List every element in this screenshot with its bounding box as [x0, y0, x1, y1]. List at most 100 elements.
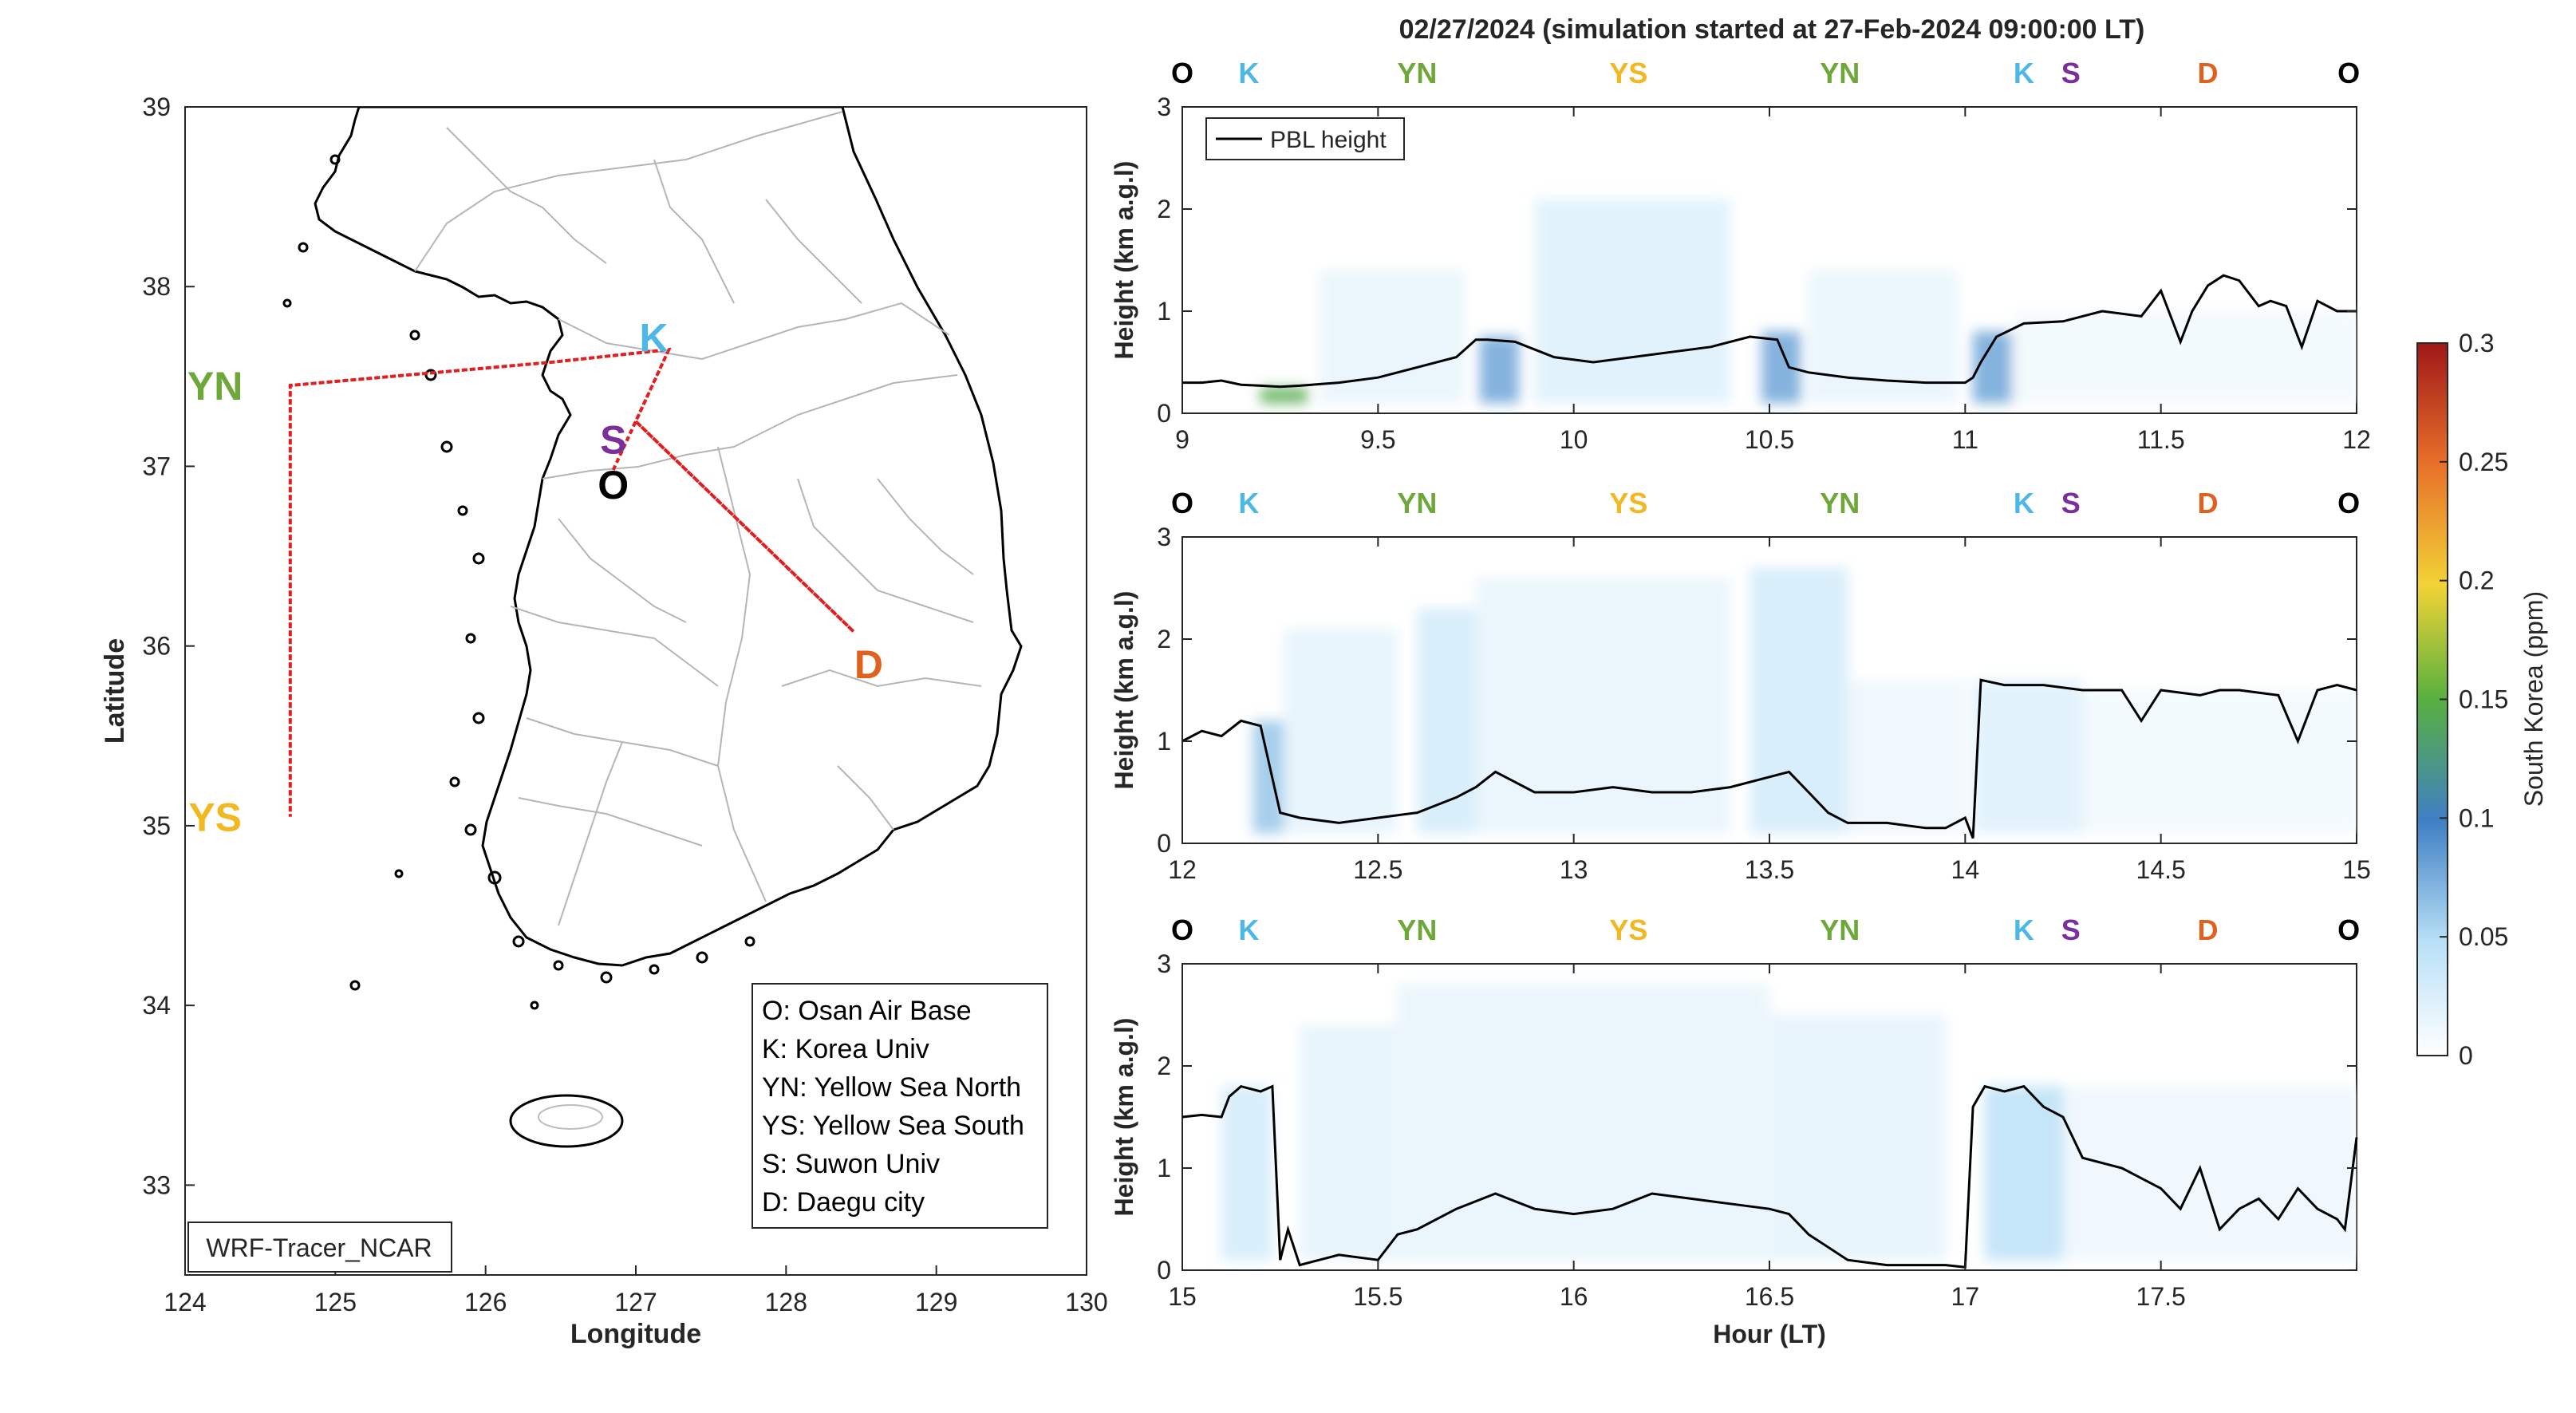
route-label-o: O: [2337, 57, 2360, 89]
y-tick-label: 3: [1157, 949, 1171, 978]
tracer-band: [1260, 388, 1308, 404]
x-tick-label: 15: [1168, 1282, 1197, 1311]
panel-2-x-ticks: 12 12.5 13 13.5 14 14.5 15: [1168, 537, 2371, 884]
y-tick-label: 1: [1157, 727, 1171, 756]
panel-3-route-labels: O K YN YS YN K S D O: [1171, 914, 2360, 946]
tracer-band: [1284, 629, 1398, 834]
map-site-ys: YS: [188, 795, 242, 840]
map-site-s: S: [600, 418, 626, 463]
colorbar-label: South Korea (ppm): [2519, 591, 2548, 807]
panel-1-y-label: Height (km a.g.l): [1110, 161, 1138, 360]
map-y-tick-label: 36: [142, 632, 171, 661]
y-tick-label: 1: [1157, 297, 1171, 326]
figure-title: 02/27/2024 (simulation started at 27-Feb…: [1399, 14, 2145, 45]
route-label-o: O: [2337, 487, 2360, 519]
route-label-k: K: [1238, 57, 1259, 89]
route-label-s: S: [2061, 914, 2081, 946]
tracer-band: [1417, 608, 1476, 834]
route-label-d: D: [2198, 487, 2219, 519]
map-site-d: D: [854, 642, 883, 687]
tracer-band: [1252, 720, 1284, 834]
colorbar-tick-label: 0.3: [2459, 329, 2494, 357]
map-y-tick-label: 37: [142, 452, 171, 480]
model-label-box: [187, 1222, 452, 1273]
tracer-band: [2063, 1086, 2357, 1261]
panel-2-y-label: Height (km a.g.l): [1110, 591, 1138, 790]
x-tick-label: 15.5: [1353, 1282, 1402, 1311]
x-tick-label: 12.5: [1353, 855, 1402, 884]
panel-2-y-ticks: 0 1 2 3: [1157, 523, 2357, 858]
tracer-band: [1479, 337, 1519, 404]
tracer-band: [2012, 311, 2357, 404]
route-label-yn: YN: [1397, 57, 1437, 89]
tracer-band: [1973, 680, 2083, 834]
y-tick-label: 2: [1157, 1052, 1171, 1080]
colorbar-tick-label: 0.2: [2459, 566, 2494, 595]
panel-1-x-ticks: 9 9.5 10 10.5 11 11.5 12: [1175, 107, 2371, 454]
x-tick-label: 11.5: [2137, 425, 2185, 454]
site-legend-entry: YN: Yellow Sea North: [762, 1072, 1021, 1103]
route-label-ys: YS: [1609, 487, 1647, 519]
x-tick-label: 10: [1560, 425, 1588, 454]
x-tick-label: 17: [1951, 1282, 1980, 1311]
colorbar: 0 0.05 0.1 0.15 0.2 0.25 0.3 South Korea (ppm): [2416, 329, 2548, 1070]
y-tick-label: 1: [1157, 1154, 1171, 1182]
colorbar-tick-label: 0.1: [2459, 803, 2494, 832]
site-legend-entry: O: Osan Air Base: [762, 996, 972, 1026]
tracer-band: [1848, 680, 1966, 834]
tracer-band: [1534, 199, 1730, 404]
map-x-tick-label: 124: [164, 1288, 206, 1316]
map-x-tick-label: 125: [314, 1288, 357, 1316]
tracer-band: [1221, 1086, 1272, 1261]
panel-2-route-labels: O K YN YS YN K S D O: [1171, 487, 2360, 519]
panel-2-tracer-field: [1252, 567, 2357, 834]
route-label-yn: YN: [1820, 57, 1860, 89]
site-legend-entry: S: Suwon Univ: [762, 1149, 940, 1179]
map-x-tick-label: 127: [614, 1288, 657, 1316]
islands: [282, 154, 755, 1010]
y-tick-label: 0: [1157, 1256, 1171, 1285]
panel-1-y-ticks: 0 1 2 3: [1157, 93, 2357, 428]
tracer-band: [1769, 1015, 1946, 1261]
route-label-o: O: [1171, 487, 1193, 519]
map-y-ticks: 33 34 35 36 37 38 39: [142, 93, 195, 1199]
model-label: WRF-Tracer_NCAR: [206, 1233, 432, 1262]
map-y-tick-label: 33: [142, 1170, 171, 1199]
tracer-band: [2082, 690, 2357, 834]
map-y-tick-label: 35: [142, 811, 171, 840]
panel-2-pbl-line: [1181, 678, 2357, 839]
route-label-o: O: [1171, 57, 1193, 89]
tracer-band: [1750, 567, 1848, 834]
tracer-band: [1984, 1086, 2063, 1261]
site-legend-box: [751, 983, 1048, 1229]
pbl-legend-label: PBL height: [1270, 127, 1387, 153]
colorbar-tick-label: 0: [2459, 1041, 2473, 1070]
route-label-ys: YS: [1609, 914, 1647, 946]
y-tick-label: 3: [1157, 93, 1171, 121]
map-y-tick-label: 39: [142, 93, 171, 121]
x-tick-label: 12: [2342, 425, 2371, 454]
panel-3-pbl-line: [1181, 1084, 2358, 1269]
map-geography: [282, 107, 1023, 1148]
colorbar-tick-label: 0.15: [2459, 685, 2508, 714]
map-x-ticks: 124 125 126 127 128 129 130: [164, 1265, 1108, 1316]
map-site-o: O: [598, 463, 629, 507]
panel-3-tracer-field: [1221, 984, 2357, 1261]
map-x-tick-label: 129: [915, 1288, 957, 1316]
panel-3-y-label: Height (km a.g.l): [1110, 1018, 1138, 1217]
map-site-k: K: [640, 315, 669, 360]
panel-3-y-ticks: 0 1 2 3: [1157, 949, 2357, 1285]
map-panel: 124 125 126 127 128 129 130 33 34 35 36 37 38 39 Lon…: [100, 93, 1108, 1349]
route-label-d: D: [2198, 914, 2219, 946]
x-tick-label: 13: [1560, 855, 1588, 884]
route-label-yn: YN: [1397, 487, 1437, 519]
tracer-band: [1476, 578, 1730, 834]
map-y-label: Latitude: [100, 638, 130, 744]
x-tick-label: 14: [1951, 855, 1980, 884]
y-tick-label: 0: [1157, 399, 1171, 428]
route-label-o: O: [2337, 914, 2360, 946]
jeju-inner: [538, 1104, 603, 1130]
